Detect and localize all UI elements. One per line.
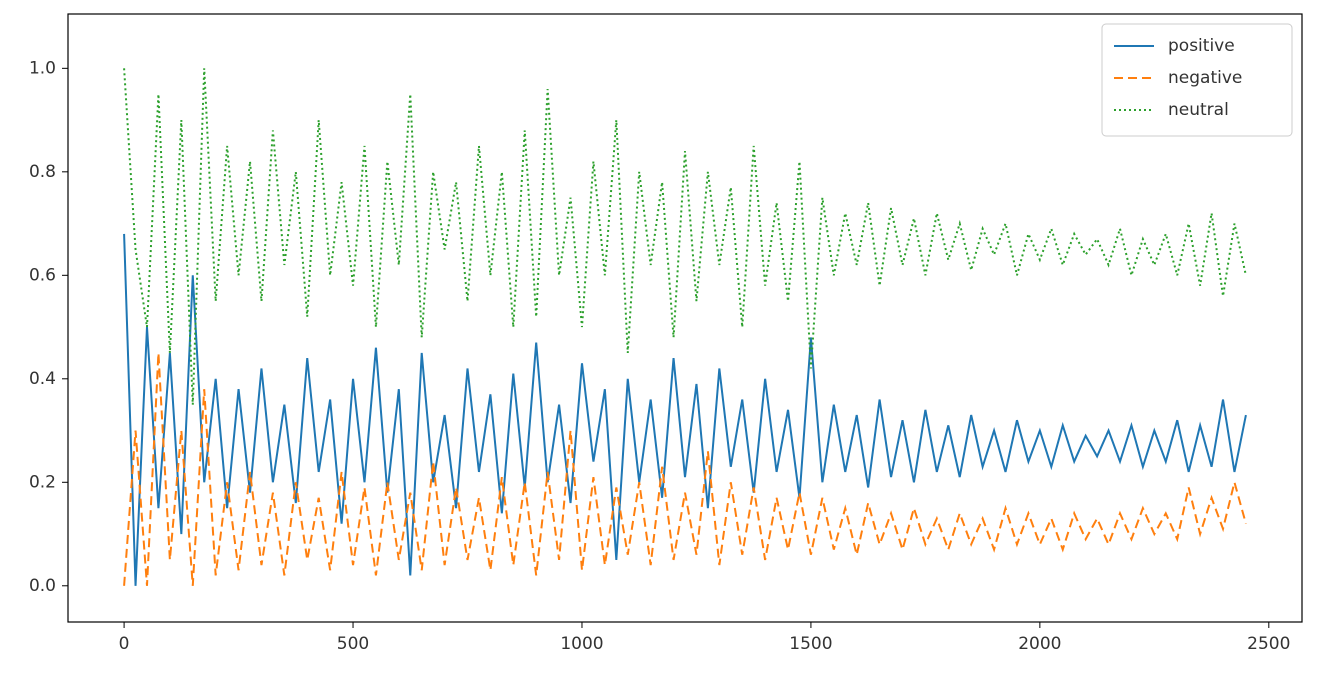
y-tick-label: 0.6 bbox=[29, 265, 56, 285]
legend-label: negative bbox=[1168, 68, 1242, 88]
y-tick-label: 0.4 bbox=[29, 369, 56, 389]
x-tick-label: 2500 bbox=[1247, 634, 1290, 654]
x-tick-label: 1000 bbox=[560, 634, 603, 654]
plot-frame bbox=[67, 13, 1303, 623]
y-tick-label: 1.0 bbox=[29, 58, 56, 78]
y-tick-label: 0.0 bbox=[29, 576, 56, 596]
series-line bbox=[123, 233, 1247, 586]
series-line bbox=[123, 352, 1247, 586]
x-tick-label: 500 bbox=[337, 634, 369, 654]
legend-label: positive bbox=[1168, 36, 1235, 56]
y-tick-label: 0.2 bbox=[29, 472, 56, 492]
legend: positive negative neutral bbox=[1101, 23, 1293, 137]
x-tick-label: 0 bbox=[119, 634, 130, 654]
x-tick-label: 1500 bbox=[789, 634, 832, 654]
y-tick-label: 0.8 bbox=[29, 162, 56, 182]
legend-label: neutral bbox=[1168, 100, 1229, 120]
series-line bbox=[123, 68, 1247, 405]
legend-box bbox=[1101, 23, 1293, 137]
x-tick-label: 2000 bbox=[1018, 634, 1061, 654]
